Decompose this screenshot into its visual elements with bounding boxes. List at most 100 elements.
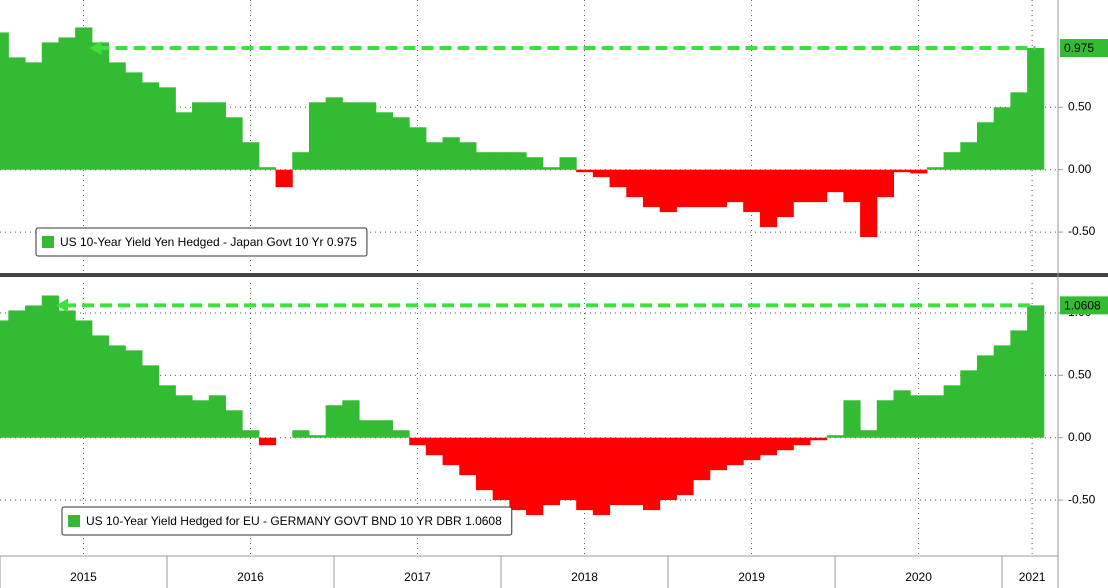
- legend-box: [35, 227, 368, 257]
- last-value-label: 1.0608: [1064, 299, 1101, 313]
- bar: [325, 97, 343, 170]
- bar: [108, 62, 126, 170]
- y-tick-label: -0.50: [1068, 492, 1096, 506]
- y-tick-label: 0.00: [1068, 430, 1092, 444]
- bar: [492, 152, 510, 170]
- bar: [359, 420, 377, 438]
- bar: [893, 169, 911, 173]
- x-tick-label: 2018: [571, 570, 598, 584]
- legend-box: [61, 506, 513, 536]
- bar: [876, 400, 894, 438]
- x-tick-label: 2015: [70, 570, 97, 584]
- bar: [659, 169, 677, 213]
- bar: [225, 117, 243, 170]
- bar: [977, 355, 995, 438]
- bar: [943, 385, 961, 438]
- bar: [759, 437, 778, 456]
- last-value-box: [1060, 39, 1108, 58]
- bar: [292, 152, 310, 170]
- bar: [442, 437, 460, 466]
- bar: [442, 137, 460, 170]
- bar: [275, 169, 293, 188]
- bar: [392, 430, 410, 438]
- bar: [542, 167, 560, 170]
- bar: [809, 169, 828, 203]
- bar: [75, 27, 93, 170]
- panel-divider: [0, 273, 1108, 277]
- bar: [425, 142, 444, 170]
- bar: [642, 437, 661, 511]
- bar: [893, 390, 911, 438]
- bar: [910, 169, 928, 174]
- bar: [459, 142, 477, 170]
- bar: [8, 310, 26, 438]
- bar: [592, 437, 611, 516]
- bar: [676, 437, 694, 496]
- bar: [776, 437, 794, 451]
- y-tick-label: -0.50: [1068, 224, 1096, 238]
- bar: [475, 152, 494, 170]
- bar: [158, 87, 176, 170]
- bar: [108, 345, 126, 438]
- bar: [642, 169, 661, 208]
- bar: [542, 437, 560, 506]
- bar: [91, 42, 110, 170]
- legend-value: 1.0608: [465, 514, 502, 528]
- bar: [141, 82, 160, 170]
- bar: [325, 405, 343, 438]
- bar: [793, 437, 811, 446]
- bar: [726, 169, 744, 203]
- bar: [175, 395, 193, 438]
- bar: [192, 102, 210, 170]
- bar: [576, 437, 594, 511]
- annotation-arrowhead: [56, 298, 69, 313]
- bar: [659, 437, 677, 501]
- bar: [125, 72, 143, 170]
- bar: [960, 142, 978, 170]
- bar: [125, 350, 143, 438]
- bar: [626, 437, 644, 506]
- bar: [392, 117, 410, 170]
- bar: [693, 169, 711, 208]
- bar: [509, 437, 527, 511]
- bar: [141, 365, 160, 438]
- bar: [409, 127, 427, 170]
- bar: [609, 437, 627, 506]
- annotation-arrowhead: [89, 41, 102, 56]
- bar: [709, 437, 727, 471]
- bar: [1010, 92, 1028, 170]
- bar: [993, 107, 1011, 170]
- bar: [609, 169, 627, 188]
- bar: [977, 122, 995, 170]
- bar: [676, 169, 694, 208]
- bar: [809, 437, 828, 441]
- bar: [943, 152, 961, 170]
- legend-value: 0.975: [327, 235, 357, 249]
- bar: [860, 169, 878, 238]
- bar: [1027, 48, 1045, 170]
- legend-swatch: [68, 515, 80, 527]
- bar: [1010, 330, 1028, 438]
- bar: [375, 112, 393, 170]
- legend: US 10-Year Yield Yen Hedged - Japan Govt…: [35, 227, 368, 257]
- x-tick-label: 2016: [237, 570, 264, 584]
- bar: [41, 295, 59, 438]
- bar: [75, 320, 93, 438]
- bar: [375, 420, 393, 438]
- bar: [192, 400, 210, 438]
- bar: [8, 57, 26, 170]
- x-tick-label: 2021: [1019, 570, 1046, 584]
- bar: [1027, 305, 1045, 438]
- x-tick-label: 2017: [404, 570, 431, 584]
- bar: [58, 37, 76, 170]
- bar: [559, 157, 577, 170]
- bar: [743, 169, 761, 213]
- bar: [526, 437, 544, 516]
- bar: [960, 370, 978, 438]
- bar: [475, 437, 494, 491]
- bar: [308, 435, 327, 438]
- bar: [308, 102, 327, 170]
- x-tick-label: 2020: [905, 570, 932, 584]
- bar: [425, 437, 444, 456]
- bar: [41, 42, 59, 170]
